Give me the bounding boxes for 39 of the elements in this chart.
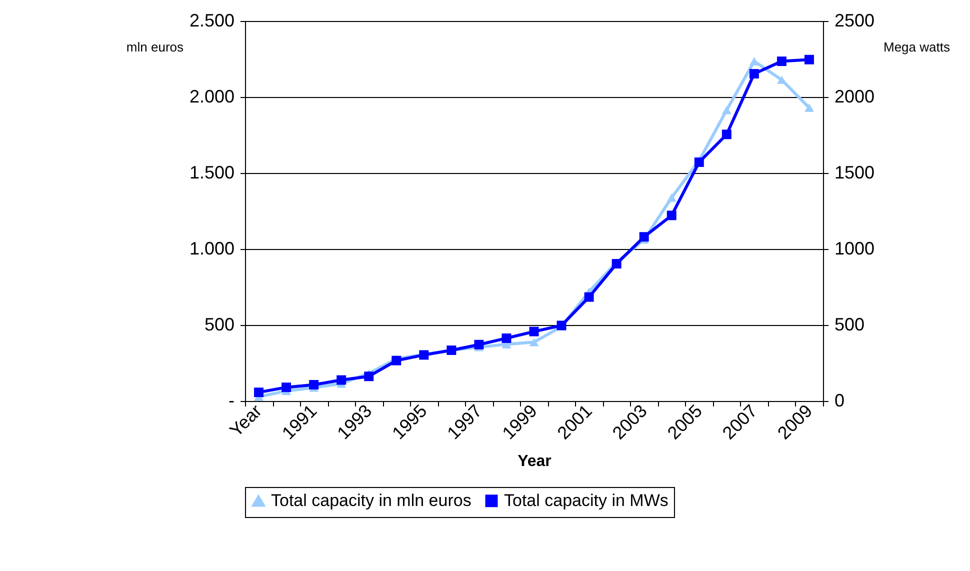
y2-tick-label: 0 <box>834 390 845 410</box>
point <box>776 56 786 66</box>
point <box>336 375 346 385</box>
point <box>804 54 814 64</box>
point <box>529 326 539 336</box>
y-tick-label: 1.500 <box>189 162 234 182</box>
point <box>666 194 676 202</box>
y2-tick-label: 2000 <box>834 86 875 106</box>
point <box>722 130 732 140</box>
point <box>749 69 759 78</box>
point <box>474 340 484 350</box>
y-axis-title: mln euros <box>126 40 184 54</box>
point <box>254 388 264 398</box>
point <box>639 232 649 242</box>
y2-tick-label: 2500 <box>834 10 875 30</box>
point <box>309 380 319 390</box>
y2-tick-label: 1500 <box>834 162 875 182</box>
legend-label: Total capacity in mln euros <box>271 491 472 510</box>
y2-tick-label: 500 <box>834 314 865 334</box>
point <box>364 372 374 382</box>
point <box>392 356 402 366</box>
y-tick-label: - <box>228 390 234 410</box>
y2-axis-title: Mega watts <box>884 40 950 54</box>
point <box>666 210 676 220</box>
point <box>722 106 732 114</box>
point <box>584 292 594 302</box>
x-axis-title: Year <box>518 453 552 470</box>
y-tick-label: 2.000 <box>189 86 234 106</box>
y2-tick-label: 1000 <box>834 238 875 258</box>
y-tick-label: 500 <box>204 314 234 334</box>
y-tick-label: 2.500 <box>189 10 234 30</box>
legend-label: Total capacity in MWs <box>504 490 668 510</box>
point <box>502 333 512 343</box>
point <box>749 57 759 66</box>
point <box>529 338 539 346</box>
point <box>804 104 814 112</box>
y-tick-label: 1.000 <box>189 238 234 258</box>
point <box>776 76 786 84</box>
point <box>282 382 292 392</box>
